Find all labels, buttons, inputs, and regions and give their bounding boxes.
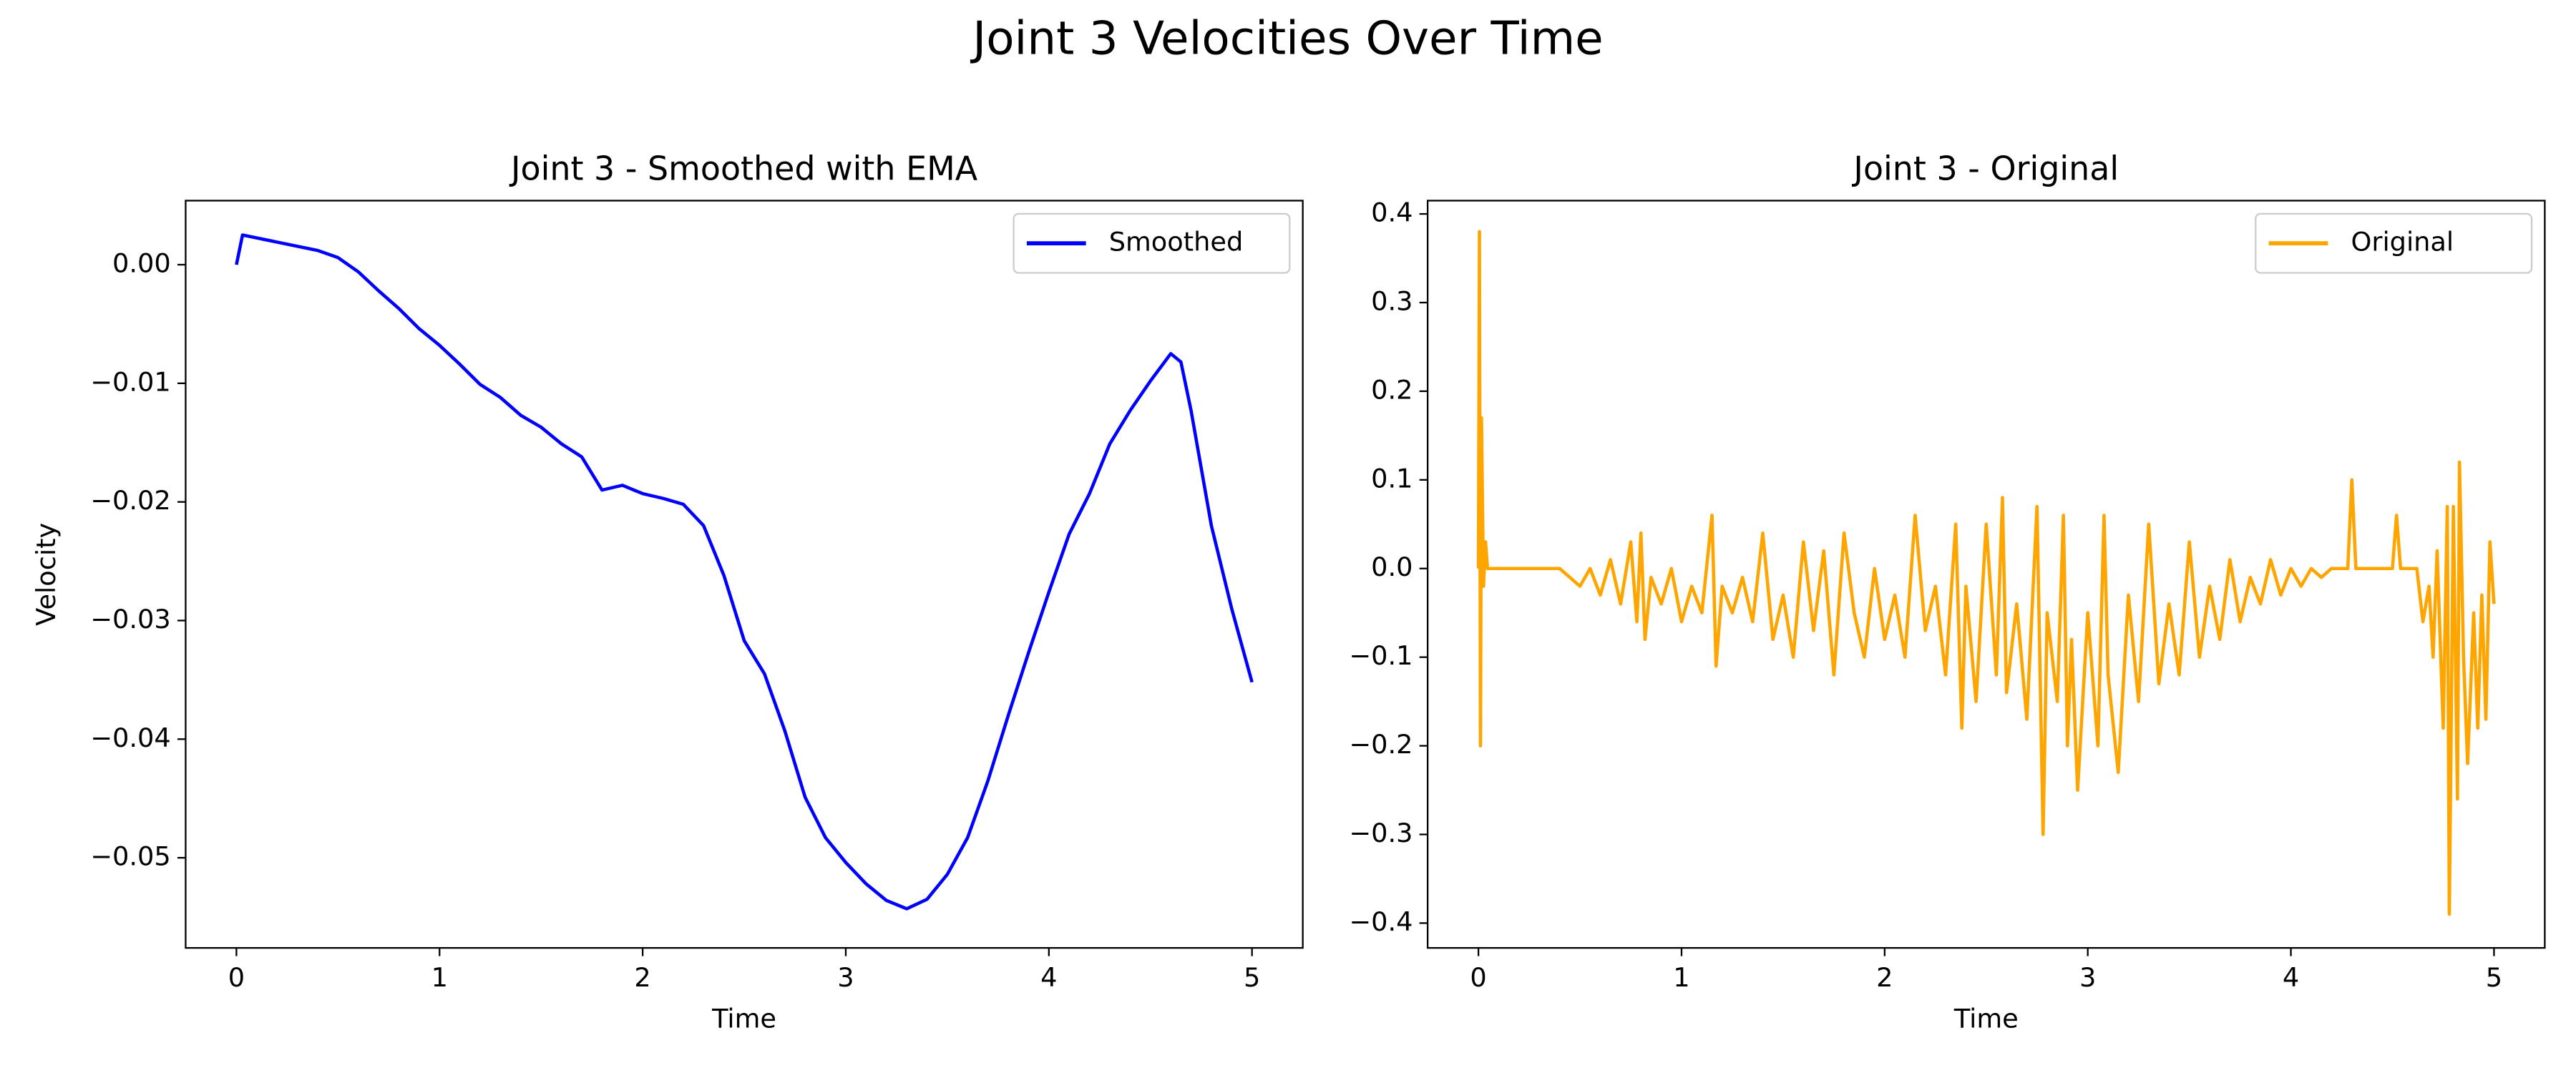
x-tick-label: 4 <box>2283 962 2299 993</box>
y-tick-label: −0.01 <box>90 366 171 397</box>
x-tick-label: 0 <box>228 962 245 993</box>
x-axis-label: Time <box>711 1004 776 1034</box>
x-tick-label: 2 <box>1876 962 1893 993</box>
y-tick-label: −0.05 <box>90 841 171 872</box>
x-tick-label: 5 <box>1244 962 1260 993</box>
y-tick-label: −0.03 <box>90 604 171 635</box>
y-tick-label: 0.4 <box>1371 197 1413 228</box>
x-tick-label: 4 <box>1040 962 1057 993</box>
y-axis-label: Velocity <box>31 523 62 626</box>
y-tick-label: 0.1 <box>1371 463 1413 494</box>
y-tick-label: 0.0 <box>1371 552 1413 582</box>
y-tick-label: 0.3 <box>1371 285 1413 316</box>
axes-frame <box>185 200 1304 949</box>
legend-box <box>2255 212 2533 274</box>
axes-frame <box>1427 200 2546 949</box>
x-tick-label: 3 <box>2079 962 2096 993</box>
legend-box <box>1013 212 1291 274</box>
legend-label: Smoothed <box>1109 227 1244 258</box>
x-tick-label: 1 <box>431 962 448 993</box>
figure-title: Joint 3 Velocities Over Time <box>970 11 1603 65</box>
y-tick-label: 0.00 <box>112 248 171 279</box>
y-tick-label: −0.3 <box>1349 818 1413 848</box>
x-tick-label: 5 <box>2486 962 2502 993</box>
y-tick-label: 0.2 <box>1371 374 1413 405</box>
y-tick-label: −0.2 <box>1349 729 1413 760</box>
legend-label: Original <box>2351 227 2454 258</box>
x-axis-label: Time <box>1953 1004 2019 1034</box>
chart-title: Joint 3 - Smoothed with EMA <box>509 150 978 188</box>
y-tick-label: −0.4 <box>1349 906 1413 937</box>
x-tick-label: 1 <box>1673 962 1689 993</box>
y-tick-label: −0.1 <box>1349 640 1413 671</box>
x-tick-label: 3 <box>837 962 854 993</box>
x-tick-label: 0 <box>1470 962 1486 993</box>
chart-title: Joint 3 - Original <box>1851 150 2119 188</box>
y-tick-label: −0.02 <box>90 485 171 516</box>
y-tick-label: −0.04 <box>90 722 171 753</box>
plot-area <box>1476 230 2496 916</box>
plot-area <box>235 233 1254 911</box>
data-line <box>1476 230 2496 916</box>
data-line <box>235 233 1254 911</box>
x-tick-label: 2 <box>634 962 650 993</box>
